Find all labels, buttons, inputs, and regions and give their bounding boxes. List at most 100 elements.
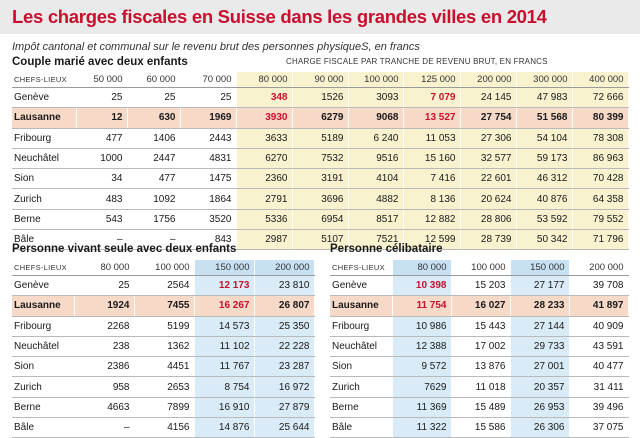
- table-row: Zurich 483 1092 1864 2791 3696 4882 8 136 20 624…: [12, 188, 629, 210]
- tax-value-cell: 34: [76, 168, 128, 190]
- tax-value-cell: 16 910: [194, 397, 255, 419]
- section-single-title: Personne célibataire: [330, 243, 443, 255]
- tax-value-cell: 53 592: [516, 209, 573, 231]
- table-row: Berne 11 369 15 489 26 953 39 496: [330, 397, 629, 419]
- couple-table: CHEFS-LIEUX 50 000 60 000 70 000 80 000 …: [12, 72, 629, 251]
- tax-value-cell: 4451: [134, 356, 195, 378]
- tax-value-cell: 20 357: [510, 376, 570, 398]
- tax-value-cell: 5189: [292, 128, 349, 149]
- col-header: 50 000: [76, 72, 128, 88]
- tax-value-cell: 6 240: [348, 128, 404, 149]
- tax-value-cell: 71 796: [572, 229, 629, 251]
- tax-value-cell: 12 882: [403, 209, 461, 231]
- tax-value-cell: 17 002: [451, 336, 511, 358]
- tax-value-cell: 16 027: [451, 295, 511, 317]
- tax-value-cell: 40 876: [516, 188, 573, 210]
- tax-value-cell: 11 322: [392, 417, 452, 438]
- tax-value-cell: 26 953: [510, 397, 570, 419]
- table-row: Fribourg 2268 5199 14 573 25 350: [12, 316, 315, 337]
- tax-value-cell: 7455: [134, 295, 195, 317]
- city-name: Berne: [12, 209, 77, 231]
- col-header: 80 000: [392, 260, 452, 276]
- tax-value-cell: 7532: [292, 148, 349, 170]
- tax-value-cell: 23 810: [254, 275, 315, 297]
- tax-value-cell: 70 428: [572, 168, 629, 190]
- table-row: Zurich 7629 11 018 20 357 31 411: [330, 376, 629, 398]
- tax-value-cell: 25: [76, 87, 128, 109]
- single-table: CHEFS-LIEUX 80 000 100 000 150 000 200 0…: [330, 260, 629, 438]
- table-row: Bâle 11 322 15 586 26 306 37 075: [330, 417, 629, 438]
- tax-value-cell: 3696: [292, 188, 349, 210]
- city-name: Sion: [330, 356, 393, 378]
- table-row: Sion 34 477 1475 2360 3191 4104 7 416 22 601 46 3…: [12, 168, 629, 190]
- tax-value-cell: 14 876: [194, 417, 255, 438]
- tax-value-cell: –: [127, 229, 181, 251]
- tax-value-cell: 28 233: [510, 295, 570, 317]
- tax-value-cell: 1000: [76, 148, 128, 170]
- tax-value-cell: 11 767: [194, 356, 255, 378]
- section-couple-title: Couple marié avec deux enfants: [12, 56, 188, 68]
- table-row: Neuchâtel 12 388 17 002 29 733 43 591: [330, 336, 629, 358]
- tax-value-cell: 31 411: [569, 376, 629, 398]
- single-parent-table-header: CHEFS-LIEUX 80 000 100 000 150 000 200 0…: [12, 260, 315, 276]
- city-name: Fribourg: [12, 128, 77, 149]
- tax-value-cell: 3520: [180, 209, 237, 231]
- tax-value-cell: 238: [74, 336, 135, 358]
- tax-value-cell: 27 306: [460, 128, 517, 149]
- tax-value-cell: 26 807: [254, 295, 315, 317]
- tax-value-cell: 6279: [292, 107, 349, 129]
- tax-value-cell: 2360: [236, 168, 293, 190]
- table-row: Lausanne 12 630 1969 3930 6279 9068 13 527 27 75…: [12, 107, 629, 129]
- city-name: Bâle: [12, 417, 75, 438]
- city-name: Genève: [330, 275, 393, 297]
- tax-value-cell: 22 228: [254, 336, 315, 358]
- tax-value-cell: 7 416: [403, 168, 461, 190]
- tax-value-cell: 20 624: [460, 188, 517, 210]
- city-name: Zurich: [12, 188, 77, 210]
- col-header: 150 000: [510, 260, 570, 276]
- tax-value-cell: 23 287: [254, 356, 315, 378]
- tax-value-cell: 5336: [236, 209, 293, 231]
- tax-value-cell: 1924: [74, 295, 135, 317]
- tax-value-cell: 27 754: [460, 107, 517, 129]
- tax-value-cell: 1092: [127, 188, 181, 210]
- tax-value-cell: 477: [76, 128, 128, 149]
- tax-value-cell: 28 739: [460, 229, 517, 251]
- city-name: Berne: [12, 397, 75, 419]
- col-header: 100 000: [348, 72, 404, 88]
- table-row: Lausanne 11 754 16 027 28 233 41 897: [330, 295, 629, 317]
- table-row: Sion 2386 4451 11 767 23 287: [12, 356, 315, 378]
- tax-value-cell: 16 972: [254, 376, 315, 398]
- col-header: 400 000: [572, 72, 629, 88]
- tax-value-cell: 25 350: [254, 316, 315, 337]
- city-name: Neuchâtel: [330, 336, 393, 358]
- table-row: Zurich 958 2653 8 754 16 972: [12, 376, 315, 398]
- tax-value-cell: 41 897: [569, 295, 629, 317]
- city-name: Lausanne: [12, 295, 75, 317]
- tax-value-cell: 3093: [348, 87, 404, 109]
- section-single-parent-title: Personne vivant seule avec deux enfants: [12, 243, 237, 255]
- city-name: Zurich: [12, 376, 75, 398]
- col-header-chefs-lieux: CHEFS-LIEUX: [12, 72, 77, 88]
- tax-value-cell: 4104: [348, 168, 404, 190]
- section-couple-caption: CHARGE FISCALE PAR TRANCHE DE REVENU BRU…: [286, 57, 548, 66]
- tax-value-cell: 78 308: [572, 128, 629, 149]
- tax-value-cell: 13 876: [451, 356, 511, 378]
- tax-value-cell: 6270: [236, 148, 293, 170]
- tax-value-cell: 1475: [180, 168, 237, 190]
- tax-value-cell: 630: [127, 107, 181, 129]
- tax-value-cell: 11 018: [451, 376, 511, 398]
- tax-value-cell: 2447: [127, 148, 181, 170]
- tax-value-cell: 3191: [292, 168, 349, 190]
- tax-value-cell: 16 267: [194, 295, 255, 317]
- tax-value-cell: –: [74, 417, 135, 438]
- tax-value-cell: 64 358: [572, 188, 629, 210]
- tax-value-cell: 25: [180, 87, 237, 109]
- col-header: 300 000: [516, 72, 573, 88]
- tax-value-cell: 10 986: [392, 316, 452, 337]
- col-header: 70 000: [180, 72, 237, 88]
- table-row: Fribourg 10 986 15 443 27 144 40 909: [330, 316, 629, 337]
- tax-value-cell: 5199: [134, 316, 195, 337]
- tax-value-cell: 40 477: [569, 356, 629, 378]
- tax-value-cell: 2653: [134, 376, 195, 398]
